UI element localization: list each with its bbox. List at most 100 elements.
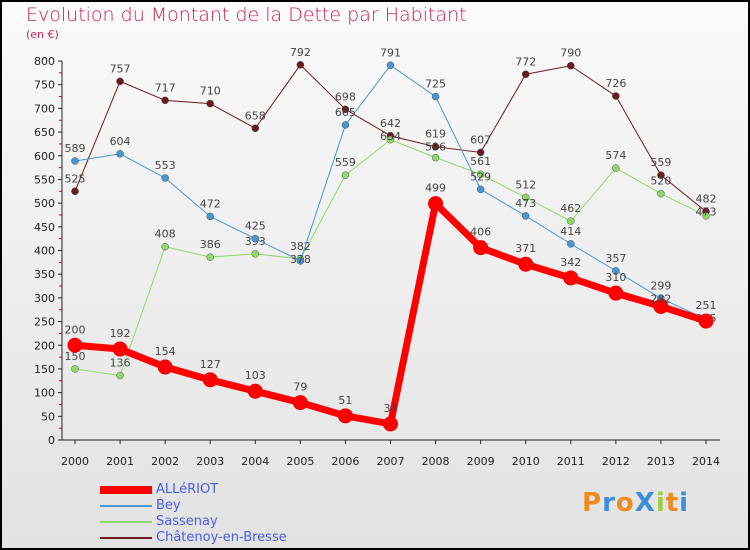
x-tick-label: 2002: [151, 455, 179, 468]
data-point-bey: [116, 150, 124, 158]
y-tick-label: 650: [34, 126, 55, 139]
data-label-sassenay: 473: [696, 206, 717, 219]
y-tick-label: 50: [41, 410, 55, 423]
data-label-all-riot: 310: [605, 271, 626, 284]
data-label-bey: 665: [335, 106, 356, 119]
legend-item: Sassenay: [100, 514, 287, 530]
data-point-all-riot: [157, 359, 173, 375]
data-label-bey: 378: [290, 253, 311, 266]
data-point-ch-tenoy-en-bresse: [657, 171, 665, 179]
data-label-all-riot: 406: [470, 226, 491, 239]
data-point-all-riot: [563, 270, 579, 286]
legend-swatch: [100, 505, 152, 507]
data-point-ch-tenoy-en-bresse: [161, 96, 169, 105]
data-label-ch-tenoy-en-bresse: 642: [380, 117, 401, 130]
data-point-sassenay: [206, 253, 214, 261]
y-tick-label: 600: [34, 150, 55, 163]
legend-item: Châtenoy-en-Bresse: [100, 530, 287, 546]
data-point-bey: [341, 121, 350, 129]
data-label-ch-tenoy-en-bresse: 717: [155, 81, 176, 94]
data-point-sassenay: [116, 371, 124, 380]
data-label-all-riot: 371: [515, 242, 536, 255]
legend-item: Bey: [100, 498, 287, 514]
x-tick-label: 2006: [331, 455, 359, 468]
data-point-all-riot: [337, 408, 353, 424]
legend-item: ALLéRIOT: [100, 482, 287, 498]
y-tick-label: 0: [48, 434, 55, 447]
data-label-bey: 299: [650, 279, 671, 292]
data-label-ch-tenoy-en-bresse: 559: [650, 156, 671, 169]
data-label-bey: 589: [65, 142, 86, 155]
data-point-sassenay: [522, 193, 530, 202]
data-point-all-riot: [292, 395, 308, 411]
x-tick-label: 2011: [557, 455, 585, 468]
data-point-all-riot: [247, 383, 263, 399]
data-label-ch-tenoy-en-bresse: 658: [245, 109, 266, 122]
data-point-all-riot: [202, 372, 218, 388]
data-label-sassenay: 386: [200, 238, 221, 251]
data-label-ch-tenoy-en-bresse: 525: [65, 172, 86, 185]
y-tick-label: 550: [34, 173, 55, 186]
data-point-ch-tenoy-en-bresse: [71, 187, 79, 195]
data-point-all-riot: [518, 256, 534, 272]
x-tick-label: 2013: [647, 455, 675, 468]
data-point-sassenay: [341, 171, 350, 179]
chart-title: Evolution du Montant de la Dette par Hab…: [26, 4, 467, 26]
data-label-ch-tenoy-en-bresse: 619: [425, 128, 446, 141]
data-label-bey: 529: [470, 170, 491, 183]
legend-swatch: [100, 486, 152, 494]
data-label-all-riot: 34: [384, 402, 398, 415]
data-label-sassenay: 574: [605, 149, 626, 162]
x-tick-label: 2012: [602, 455, 630, 468]
data-label-ch-tenoy-en-bresse: 790: [560, 47, 581, 60]
data-label-all-riot: 499: [425, 182, 446, 195]
data-label-ch-tenoy-en-bresse: 726: [605, 77, 626, 90]
data-point-bey: [296, 257, 305, 265]
data-point-sassenay: [251, 250, 259, 258]
data-point-sassenay: [431, 153, 440, 162]
data-label-all-riot: 342: [560, 256, 581, 269]
data-point-bey: [71, 157, 79, 165]
data-label-all-riot: 154: [155, 345, 176, 358]
data-point-ch-tenoy-en-bresse: [476, 148, 485, 157]
data-label-all-riot: 251: [696, 299, 717, 312]
data-point-sassenay: [71, 365, 79, 373]
data-label-sassenay: 559: [335, 156, 356, 169]
data-point-ch-tenoy-en-bresse: [522, 70, 530, 78]
data-label-bey: 553: [155, 159, 176, 172]
data-point-ch-tenoy-en-bresse: [431, 143, 440, 151]
data-point-ch-tenoy-en-bresse: [341, 105, 350, 114]
x-tick-label: 2001: [106, 455, 134, 468]
data-label-ch-tenoy-en-bresse: 698: [335, 90, 356, 103]
data-label-all-riot: 282: [650, 292, 671, 305]
legend-label: Châtenoy-en-Bresse: [156, 530, 287, 545]
x-tick-label: 2004: [241, 455, 269, 468]
data-label-sassenay: 512: [515, 178, 536, 191]
x-tick-label: 2009: [467, 455, 495, 468]
data-label-sassenay: 408: [155, 228, 176, 241]
legend-swatch: [100, 521, 152, 523]
data-point-bey: [476, 185, 485, 194]
data-label-sassenay: 520: [650, 175, 671, 188]
data-label-sassenay: 136: [110, 357, 131, 370]
data-point-bey: [612, 267, 620, 275]
data-label-ch-tenoy-en-bresse: 757: [110, 62, 131, 75]
y-tick-label: 800: [34, 55, 55, 68]
y-tick-label: 400: [34, 245, 55, 258]
y-tick-label: 500: [34, 197, 55, 210]
data-label-ch-tenoy-en-bresse: 792: [290, 46, 311, 59]
data-label-sassenay: 634: [380, 130, 401, 143]
x-tick-label: 2005: [286, 455, 314, 468]
data-point-sassenay: [702, 212, 710, 220]
x-tick-label: 2000: [61, 455, 89, 468]
data-label-sassenay: 561: [470, 155, 491, 168]
data-label-all-riot: 51: [338, 394, 352, 407]
data-label-bey: 791: [380, 46, 401, 59]
data-label-all-riot: 127: [200, 358, 221, 371]
data-label-bey: 425: [245, 220, 266, 233]
data-label-sassenay: 150: [65, 350, 86, 363]
x-tick-label: 2007: [377, 455, 405, 468]
data-point-all-riot: [653, 298, 669, 314]
